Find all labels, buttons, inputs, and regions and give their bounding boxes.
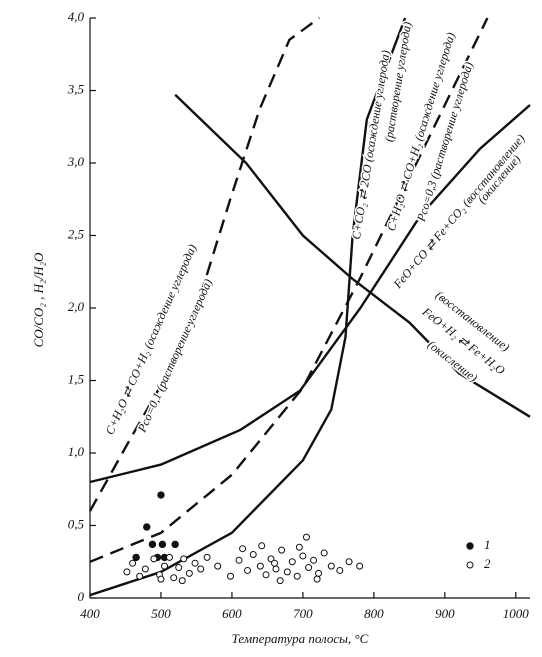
y-tick-label: 2,0 — [68, 299, 85, 314]
point — [293, 572, 301, 580]
point — [185, 569, 193, 577]
point — [132, 553, 140, 562]
legend-marker — [466, 542, 474, 550]
point — [203, 553, 211, 561]
point — [249, 551, 257, 558]
point — [191, 559, 199, 567]
point — [235, 556, 243, 564]
point — [336, 566, 344, 574]
point — [345, 558, 353, 566]
point — [283, 568, 291, 576]
point — [171, 540, 179, 549]
y-tick-label: 0 — [78, 589, 85, 604]
point — [148, 540, 157, 549]
y-tick-label: 4,0 — [68, 9, 85, 24]
y-tick-label: 1,0 — [68, 444, 85, 459]
point — [214, 562, 222, 570]
x-tick-label: 600 — [222, 606, 242, 621]
point — [278, 546, 286, 554]
point — [262, 571, 270, 579]
legend-marker — [466, 561, 474, 569]
y-tick-label: 3,5 — [67, 81, 85, 96]
x-tick-label: 500 — [151, 606, 171, 621]
point — [157, 491, 165, 499]
point — [227, 572, 235, 580]
point — [165, 553, 173, 561]
point — [150, 555, 158, 563]
point — [136, 572, 144, 580]
point — [272, 565, 280, 573]
x-axis-title: Температура полосы, °С — [232, 631, 369, 646]
y-tick-label: 0,5 — [68, 516, 85, 531]
curve — [174, 93, 531, 418]
x-tick-label: 1000 — [503, 606, 530, 621]
point — [157, 575, 165, 583]
curve — [89, 104, 531, 484]
point — [258, 542, 266, 550]
point — [320, 549, 328, 557]
point — [141, 565, 149, 573]
curve — [88, 17, 320, 512]
point — [170, 574, 178, 582]
point — [197, 565, 205, 573]
point — [288, 558, 296, 566]
x-tick-label: 900 — [435, 606, 455, 621]
point — [161, 562, 169, 570]
point — [178, 577, 186, 585]
point — [267, 555, 275, 563]
point — [302, 533, 310, 541]
x-tick-label: 800 — [364, 606, 384, 621]
point — [180, 555, 188, 563]
point — [356, 562, 364, 570]
point — [256, 562, 264, 570]
point — [315, 569, 323, 577]
point — [299, 552, 307, 560]
point — [310, 556, 318, 564]
point — [175, 564, 183, 572]
point — [313, 575, 321, 583]
y-tick-label: 1,5 — [68, 371, 85, 386]
point — [327, 562, 335, 570]
y-tick-label: 3,0 — [67, 154, 85, 169]
point — [158, 540, 167, 549]
point — [305, 564, 313, 572]
curve-label: C+CO₂ ⇄ 2CO (осаждение углерода) — [349, 49, 393, 240]
point — [129, 559, 137, 567]
point — [123, 568, 131, 576]
point — [271, 559, 279, 567]
point — [143, 523, 151, 531]
y-axis-title: CO/CO₂ , H₂/H₂O — [31, 252, 46, 347]
legend-label: 2 — [484, 556, 491, 571]
point — [239, 545, 247, 553]
curve — [89, 17, 407, 597]
x-tick-label: 700 — [293, 606, 313, 621]
point — [295, 543, 303, 551]
x-tick-label: 400 — [80, 606, 100, 621]
point — [276, 577, 284, 585]
point — [244, 566, 252, 574]
y-tick-label: 2,5 — [68, 226, 85, 241]
legend-label: 1 — [484, 537, 491, 552]
curve — [89, 17, 489, 563]
